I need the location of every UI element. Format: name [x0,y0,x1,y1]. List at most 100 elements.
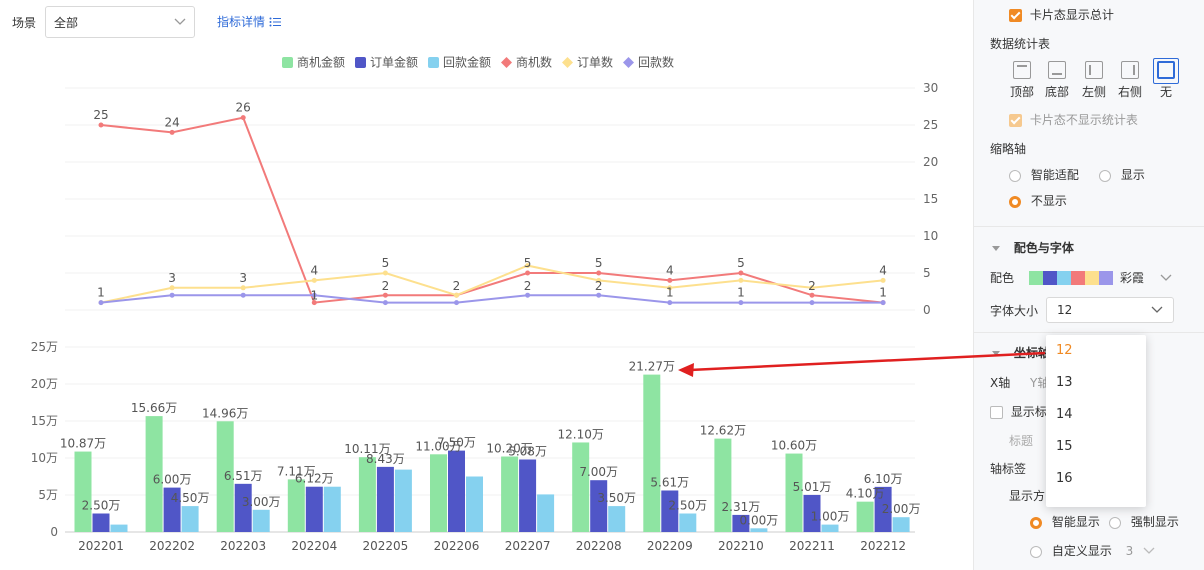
thumb-axis-title: 缩略轴 [990,142,1027,156]
display-custom-label: 自定义显示 [1051,544,1112,558]
card-total-checkbox[interactable] [1009,9,1022,22]
font-size-dropdown: 12 13 14 15 16 [1046,335,1146,507]
line-data-label: 5 [524,256,532,270]
line-point [880,277,886,283]
show-title-option[interactable]: 显示标 [990,403,1047,420]
card-total-label: 卡片态显示总计 [1029,8,1114,22]
bar [216,421,234,532]
color-font-title: 配色与字体 [1013,241,1074,255]
y-axis-tab[interactable]: Y轴 [1030,376,1050,390]
chevron-down-icon [1160,274,1172,281]
position-left-label: 左侧 [1081,85,1106,99]
color-font-section[interactable]: 配色与字体 [992,239,1074,256]
bar-data-label: 7.11万 [277,464,316,478]
line-y-tick: 5 [923,266,931,280]
bar-data-label: 11.00万 [415,439,461,453]
line-data-label: 1 [879,286,887,300]
font-size-option-16[interactable]: 16 [1056,471,1073,486]
divider [974,226,1204,227]
position-bottom[interactable]: 底部 [1039,61,1075,100]
font-size-option-13[interactable]: 13 [1056,375,1073,390]
detail-link-label: 指标详情 [217,15,266,29]
chevron-down-icon [1143,547,1155,554]
bar [856,501,874,532]
bar-data-label: 5.61万 [650,475,689,489]
bar-data-label: 5.08万 [508,444,547,458]
display-mode-force[interactable]: 强制显示 [1109,513,1179,530]
display-mode-label: 显示方 [1009,489,1046,503]
line-data-label: 5 [382,256,390,270]
x-tick-label: 202203 [220,539,266,553]
display-smart-radio[interactable] [1030,516,1042,529]
scene-select-value: 全部 [54,15,79,30]
display-mode-custom[interactable]: 自定义显示 3 [1030,542,1155,559]
line-data-label: 4 [310,263,318,277]
bar-data-label: 6.10万 [864,472,903,486]
thumb-option-show[interactable]: 显示 [1099,166,1145,183]
card-no-stats-option: 卡片态不显示统计表 [1009,111,1138,128]
legend-label: 订单金额 [370,55,418,70]
bar [466,476,483,532]
legend-marker [623,57,634,68]
line-data-label: 2 [382,279,390,293]
position-bottom-icon [1048,61,1066,79]
line-y-tick: 10 [923,229,938,243]
bar-data-label: 7.50万 [437,436,476,450]
color-scheme-select[interactable]: 彩霞 [1029,269,1172,286]
bar [110,524,128,532]
font-size-option-12[interactable]: 12 [1056,343,1073,358]
legend-label: 回款数 [638,55,674,70]
display-mode-smart[interactable]: 智能显示 [1030,513,1100,530]
bar [74,451,92,532]
bar [376,466,394,532]
font-size-option-15[interactable]: 15 [1056,439,1073,454]
line-data-label: 25 [93,108,108,122]
bar-data-label: 5.01万 [793,480,832,494]
font-size-select[interactable]: 12 [1046,297,1174,323]
line-point [454,292,459,298]
line-point [738,277,744,283]
bar-data-label: 2.00万 [882,502,921,516]
detail-link[interactable]: 指标详情 [217,13,282,30]
bar [572,442,590,532]
x-tick-label: 202210 [718,539,764,553]
bar-data-label: 21.27万 [629,360,675,374]
position-none-icon [1157,61,1175,79]
scene-select[interactable]: 全部 [45,6,195,38]
position-top[interactable]: 顶部 [1004,61,1040,100]
bar-data-label: 6.00万 [153,473,192,487]
combo-chart: 商机金额 订单金额 回款金额 商机数 订单数 回款数3025201510502524265… [31,55,939,554]
thumb-option-smart[interactable]: 智能适配 [1009,166,1079,183]
position-none[interactable]: 无 [1148,61,1184,100]
thumb-show-radio[interactable] [1099,169,1111,182]
bar-data-label: 10.20万 [486,442,532,456]
display-custom-radio[interactable] [1030,545,1042,558]
line-data-label: 26 [236,101,251,115]
swatch-6 [1099,270,1113,285]
display-force-radio[interactable] [1109,516,1121,529]
bar [750,528,768,532]
bar-data-label: 3.50万 [597,491,636,505]
line-data-label: 1 [737,286,745,300]
card-total-option[interactable]: 卡片态显示总计 [1009,6,1114,23]
position-right-label: 右侧 [1117,85,1142,99]
line-series [100,116,884,304]
show-title-checkbox[interactable] [990,406,1003,419]
position-right[interactable]: 右侧 [1112,61,1148,100]
position-bottom-label: 底部 [1044,85,1069,99]
thumb-option-hide[interactable]: 不显示 [1009,192,1067,209]
display-force-label: 强制显示 [1130,515,1179,529]
legend-marker [282,57,293,68]
x-tick-label: 202208 [576,539,622,553]
line-data-label: 3 [168,271,176,285]
x-axis-tab[interactable]: X轴 [990,376,1011,390]
bar-data-label: 10.87万 [60,437,106,451]
line-data-label: 4 [666,263,674,277]
position-left[interactable]: 左侧 [1076,61,1112,100]
thumb-hide-radio[interactable] [1009,195,1021,208]
thumb-smart-radio[interactable] [1009,169,1021,182]
bar [590,480,608,532]
font-size-option-14[interactable]: 14 [1056,407,1073,422]
show-title-label: 显示标 [1010,405,1047,419]
axis-section[interactable]: 坐标轴 [992,344,1050,361]
